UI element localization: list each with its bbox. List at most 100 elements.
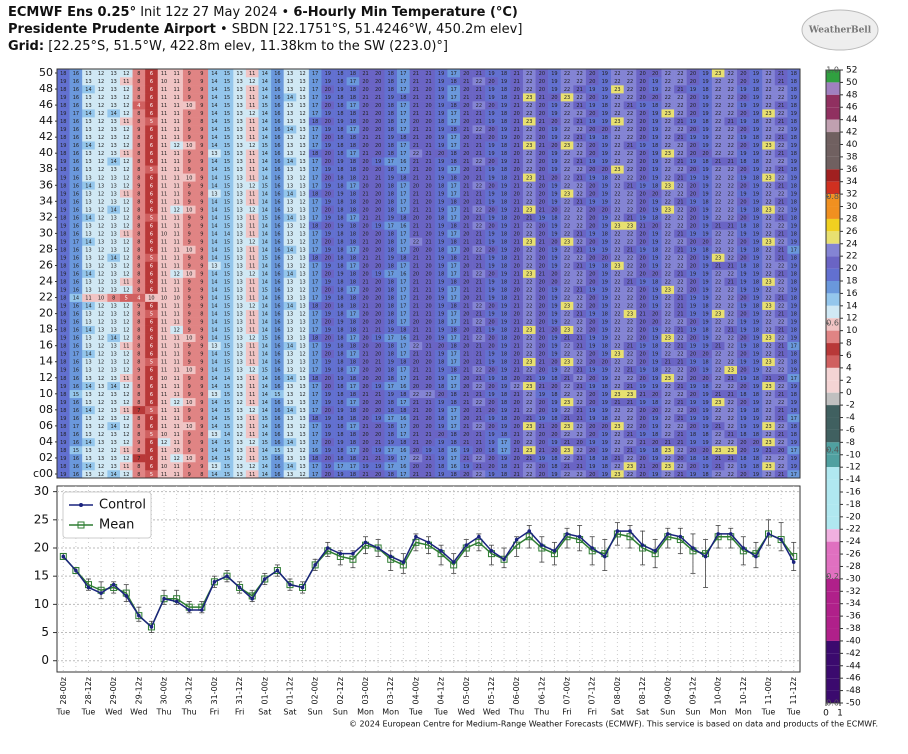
cell-value: 22 [614, 408, 620, 414]
cell-value: 17 [400, 191, 406, 197]
cell [611, 437, 624, 447]
cell [737, 277, 750, 286]
cell-value: 23 [627, 312, 633, 318]
cell-value: 19 [551, 263, 557, 269]
cell-value: 8 [137, 416, 140, 422]
cell-value: 19 [325, 328, 331, 334]
cell-value: 12 [98, 151, 104, 157]
cell [308, 389, 322, 399]
cell-value: 22 [526, 304, 532, 310]
cell [648, 373, 662, 383]
cell [497, 221, 511, 230]
cell [510, 181, 524, 190]
cell [145, 333, 159, 342]
cell [409, 325, 423, 334]
cell [497, 293, 511, 302]
cell [170, 469, 184, 479]
cell [560, 397, 574, 407]
cell-value: 19 [438, 191, 444, 197]
logo-badge [801, 9, 879, 51]
cell [560, 205, 574, 214]
cell [308, 277, 322, 286]
cell-value: 21 [576, 384, 582, 390]
cell [711, 293, 725, 302]
cell [397, 373, 410, 383]
cell-value: 22 [765, 183, 771, 189]
cell-value: 16 [274, 183, 280, 189]
cell [334, 413, 347, 423]
cell [459, 413, 473, 423]
cell [434, 213, 448, 222]
cell [94, 301, 108, 310]
cell [674, 261, 687, 270]
cell [245, 237, 259, 246]
cell [308, 373, 322, 383]
cell [296, 277, 310, 286]
cell [434, 181, 448, 190]
cell [422, 341, 436, 350]
cell [774, 205, 788, 214]
cell-value: 13 [236, 247, 242, 253]
cell-value: 19 [602, 239, 608, 245]
cell-value: 21 [476, 151, 482, 157]
cell [82, 437, 96, 447]
cell [157, 469, 171, 479]
cell [548, 213, 562, 222]
cell [422, 221, 436, 230]
cell-value: 22 [564, 223, 570, 229]
cell [762, 325, 776, 334]
cell-value: 21 [576, 464, 582, 470]
cell-value: 12 [249, 336, 255, 342]
cell [195, 333, 209, 342]
cell-value: 18 [791, 408, 797, 414]
cell [258, 245, 272, 254]
cell [195, 245, 209, 254]
cell [409, 445, 423, 455]
cell [233, 197, 247, 206]
cell-value: 20 [513, 231, 519, 237]
cell [724, 341, 738, 350]
cell [686, 181, 700, 190]
cell-value: 10 [98, 296, 104, 302]
cell [686, 333, 700, 342]
cell [724, 381, 738, 391]
cell-value: 15 [262, 255, 268, 261]
cell [321, 301, 335, 310]
cell-value: 21 [425, 432, 431, 438]
cell [283, 437, 297, 447]
cell-value: 19 [639, 344, 645, 350]
cell [208, 213, 222, 222]
cell-value: 5 [150, 472, 153, 478]
cell [648, 189, 662, 198]
cell [220, 293, 234, 302]
cell [359, 405, 373, 415]
cell [787, 397, 801, 407]
cell [132, 365, 146, 375]
cell [598, 181, 612, 190]
cell [82, 389, 96, 399]
cell-value: 21 [576, 247, 582, 253]
cell-value: 21 [677, 159, 683, 165]
cell-value: 19 [551, 231, 557, 237]
cell-value: 22 [576, 352, 582, 358]
cell-value: 13 [299, 384, 305, 390]
cell [346, 205, 360, 214]
cell-value: 17 [312, 263, 318, 269]
cell [346, 221, 360, 230]
cell [674, 237, 687, 246]
cell [220, 373, 234, 383]
cell-value: 20 [639, 408, 645, 414]
cell [434, 469, 448, 479]
cell-value: 22 [778, 456, 784, 462]
cell-value: 18 [652, 247, 658, 253]
cell [447, 357, 461, 367]
cell-value: 13 [287, 456, 293, 462]
cell-value: 21 [463, 456, 469, 462]
cell-value: 18 [400, 360, 406, 366]
cell-value: 22 [564, 456, 570, 462]
cell-value: 11 [173, 472, 179, 478]
cell [636, 277, 650, 286]
cell-value: 18 [337, 448, 343, 454]
cell-value: 20 [539, 304, 545, 310]
cell [472, 317, 486, 326]
